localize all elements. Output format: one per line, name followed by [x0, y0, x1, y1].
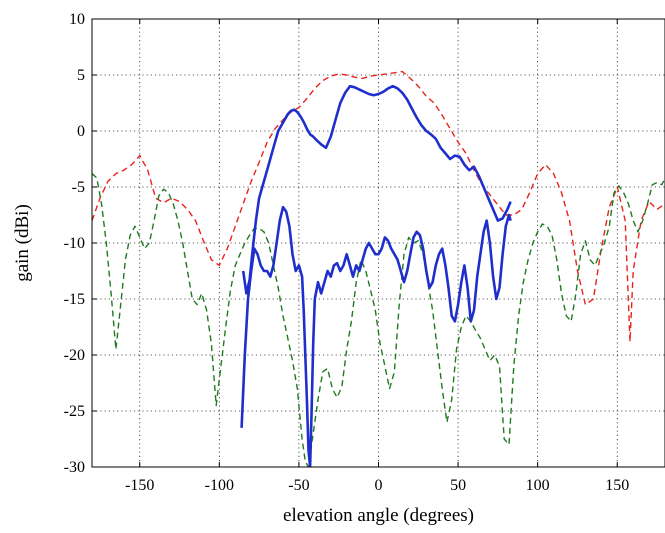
series-line-1 [92, 70, 665, 343]
y-tick-label: 0 [77, 123, 85, 140]
x-tick-label: 100 [526, 477, 550, 494]
series-lines [92, 70, 665, 467]
y-tick-label: -10 [64, 235, 85, 252]
x-tick-labels: -150 -100 -50 0 50 100 150 [125, 477, 629, 494]
series-line-4 [240, 205, 512, 467]
y-tick-label: -25 [64, 403, 85, 420]
y-tick-label: -20 [64, 347, 85, 364]
x-tick-label: 150 [605, 477, 629, 494]
y-tick-label: -30 [64, 459, 85, 476]
y-tick-label: 5 [77, 67, 85, 84]
x-tick-label: 50 [450, 477, 466, 494]
y-tick-label: -15 [64, 291, 85, 308]
y-tick-label: -5 [72, 179, 85, 196]
series-line-2 [92, 173, 665, 467]
x-tick-label: -100 [205, 477, 234, 494]
x-tick-label: 0 [375, 477, 383, 494]
x-tick-label: -50 [288, 477, 309, 494]
series-line-3 [241, 84, 512, 295]
grid-lines [92, 19, 665, 467]
y-axis-title: gain (dBi) [12, 204, 33, 282]
x-tick-label: -150 [125, 477, 154, 494]
x-axis-title: elevation angle (degrees) [283, 505, 474, 526]
tick-marks [92, 18, 618, 468]
y-tick-labels: -30 -25 -20 -15 -10 -5 0 5 10 [64, 11, 85, 476]
y-tick-label: 10 [69, 11, 85, 28]
